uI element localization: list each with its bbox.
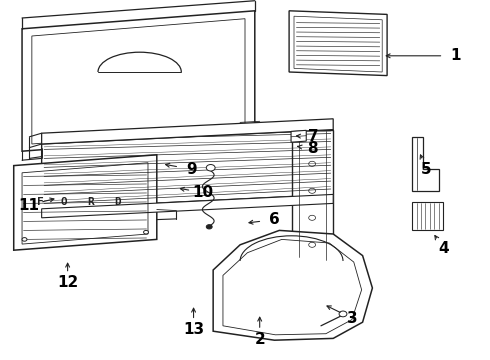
Text: O: O — [60, 197, 67, 207]
Text: 11: 11 — [18, 198, 39, 213]
Text: R: R — [87, 197, 94, 207]
Polygon shape — [289, 11, 387, 76]
Text: 2: 2 — [254, 332, 265, 347]
Text: 9: 9 — [186, 162, 196, 177]
Circle shape — [206, 165, 215, 171]
Circle shape — [144, 230, 148, 234]
Polygon shape — [14, 155, 157, 250]
Polygon shape — [292, 130, 333, 261]
Circle shape — [339, 311, 347, 317]
Polygon shape — [42, 119, 333, 144]
Text: D: D — [114, 197, 121, 207]
Text: F: F — [37, 197, 44, 207]
Text: 4: 4 — [438, 241, 449, 256]
Text: 1: 1 — [450, 48, 461, 63]
Polygon shape — [412, 202, 443, 230]
Polygon shape — [412, 137, 439, 191]
Text: 3: 3 — [347, 311, 358, 326]
Text: 12: 12 — [57, 275, 78, 290]
Polygon shape — [291, 130, 306, 142]
Text: 8: 8 — [307, 141, 318, 156]
Polygon shape — [42, 130, 333, 209]
Circle shape — [206, 225, 212, 229]
Circle shape — [22, 238, 27, 241]
Polygon shape — [213, 230, 372, 340]
Text: 5: 5 — [421, 162, 432, 177]
Text: 7: 7 — [308, 129, 319, 144]
Text: 13: 13 — [183, 322, 204, 337]
Polygon shape — [42, 194, 333, 218]
Text: 10: 10 — [193, 185, 214, 200]
Text: 6: 6 — [269, 212, 280, 227]
Polygon shape — [22, 11, 255, 151]
